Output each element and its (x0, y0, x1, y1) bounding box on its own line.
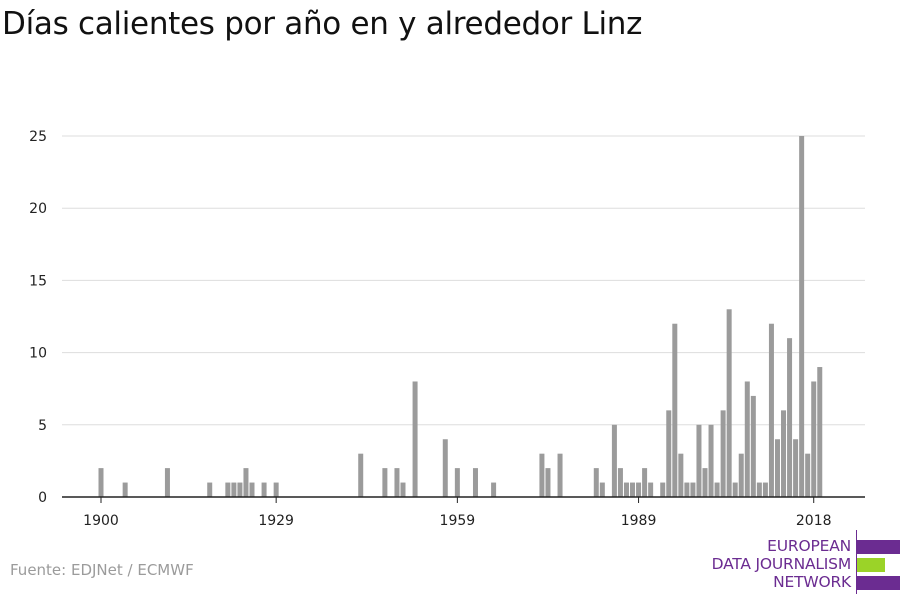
x-tick-labels: 1900 1929 1959 1989 2018 (83, 497, 832, 529)
bar (756, 482, 762, 497)
bar (817, 367, 823, 497)
x-tick-label: 1900 (83, 513, 119, 529)
y-tick-label: 15 (29, 273, 47, 289)
bar (702, 468, 708, 497)
source-note: Fuente: EDJNet / ECMWF (10, 561, 194, 579)
bar (738, 453, 744, 497)
logo-bar-bottom (857, 576, 900, 590)
bar (273, 482, 279, 497)
bar (678, 453, 684, 497)
bar (726, 309, 732, 497)
bar (599, 482, 605, 497)
bar (774, 439, 780, 497)
logo-divider (856, 530, 857, 594)
y-tick-label: 5 (38, 418, 47, 434)
bar (539, 453, 545, 497)
bar (696, 424, 702, 497)
logo-line-3: NETWORK (773, 573, 851, 591)
bar (684, 482, 690, 497)
bar (623, 482, 629, 497)
bar (454, 468, 460, 497)
bar (557, 453, 563, 497)
bar (636, 482, 642, 497)
bar (400, 482, 406, 497)
edjnet-logo: EUROPEAN DATA JOURNALISM NETWORK (700, 530, 900, 594)
bar (642, 468, 648, 497)
bar (762, 482, 768, 497)
y-tick-label: 25 (29, 129, 47, 145)
bar (243, 468, 249, 497)
chart-title: Días calientes por año en y alrededor Li… (2, 6, 643, 42)
bar (611, 424, 617, 497)
y-tick-labels: 0 5 10 15 20 25 (29, 129, 47, 506)
x-tick-label: 1989 (621, 513, 657, 529)
bar (805, 453, 811, 497)
bar (491, 482, 497, 497)
gridlines (62, 135, 865, 426)
bar (207, 482, 213, 497)
logo-bar-middle (857, 558, 885, 572)
bar (412, 381, 418, 497)
logo-line-2: DATA JOURNALISM (711, 555, 852, 573)
bar (164, 468, 170, 497)
bar (714, 482, 720, 497)
x-tick-label: 1929 (258, 513, 294, 529)
y-tick-label: 20 (29, 201, 47, 217)
logo-bar-top (857, 540, 900, 554)
bar (690, 482, 696, 497)
bar (793, 439, 799, 497)
bar (660, 482, 666, 497)
bar (708, 424, 714, 497)
bar (787, 338, 793, 497)
bar (720, 410, 726, 497)
bar (394, 468, 400, 497)
bar (750, 395, 756, 497)
bar (225, 482, 231, 497)
bar (630, 482, 636, 497)
bars (98, 136, 823, 497)
bar (732, 482, 738, 497)
bar (744, 381, 750, 497)
bar (249, 482, 255, 497)
bar (122, 482, 128, 497)
bar (648, 482, 654, 497)
bar (666, 410, 672, 497)
y-tick-label: 10 (29, 346, 47, 362)
bar (382, 468, 388, 497)
bar (545, 468, 551, 497)
logo-line-1: EUROPEAN (767, 537, 851, 555)
y-tick-label: 0 (38, 490, 47, 506)
bar (472, 468, 478, 497)
bar (799, 136, 805, 497)
x-tick-label: 2018 (796, 513, 832, 529)
x-tick-label: 1959 (440, 513, 476, 529)
bar (358, 453, 364, 497)
bar (781, 410, 787, 497)
bar (442, 439, 448, 497)
bar (237, 482, 243, 497)
bar (261, 482, 267, 497)
bar (593, 468, 599, 497)
bar (811, 381, 817, 497)
bar (672, 323, 678, 497)
bar (98, 468, 104, 497)
bar (768, 323, 774, 497)
bar (617, 468, 623, 497)
bar (231, 482, 237, 497)
